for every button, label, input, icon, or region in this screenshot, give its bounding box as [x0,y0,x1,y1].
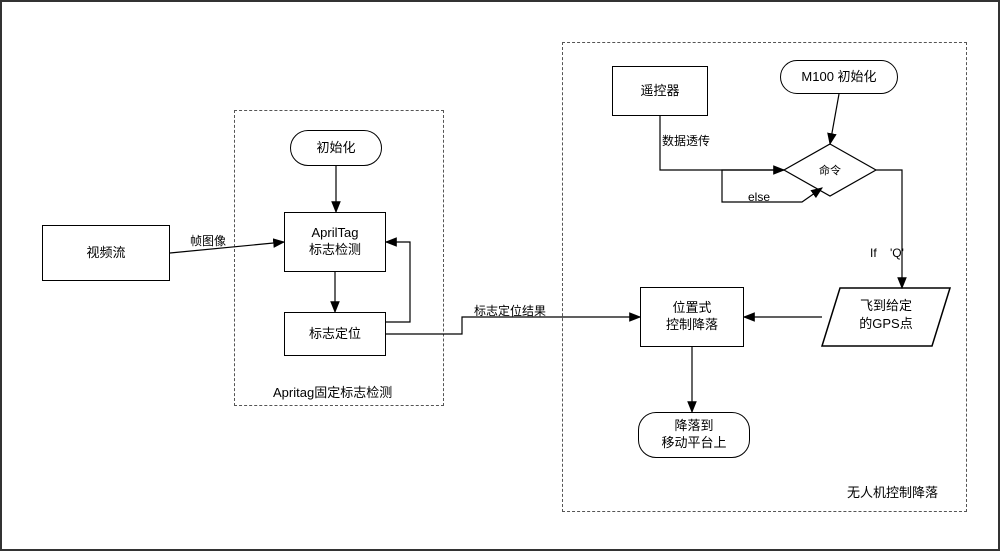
node-mark-locate-label: 标志定位 [309,326,361,343]
group-uav-label: 无人机控制降落 [847,482,938,501]
node-remote: 遥控器 [612,66,708,116]
label-frame-image: 帧图像 [190,232,226,249]
label-locate-result: 标志定位结果 [474,302,546,319]
node-landed: 降落到 移动平台上 [638,412,750,458]
label-if-q: If 'Q' [870,246,904,260]
node-pos-ctrl: 位置式 控制降落 [640,287,744,347]
diagram-canvas: Apritag固定标志检测 无人机控制降落 视频流 初始化 AprilTag 标… [0,0,1000,551]
label-else: else [748,190,770,204]
node-video-stream: 视频流 [42,225,170,281]
node-apriltag-detect-label: AprilTag 标志检测 [309,225,361,259]
group-detection-label: Apritag固定标志检测 [273,382,392,401]
node-pos-ctrl-label: 位置式 控制降落 [666,300,718,334]
node-apriltag-detect: AprilTag 标志检测 [284,212,386,272]
node-landed-label: 降落到 移动平台上 [661,418,726,452]
node-init-label: 初始化 [316,140,355,157]
label-data-trans: 数据透传 [662,132,710,149]
node-m100-init-label: M100 初始化 [801,69,876,86]
node-video-stream-label: 视频流 [86,245,125,262]
node-init: 初始化 [290,130,382,166]
node-mark-locate: 标志定位 [284,312,386,356]
node-remote-label: 遥控器 [640,83,679,100]
node-m100-init: M100 初始化 [780,60,898,94]
